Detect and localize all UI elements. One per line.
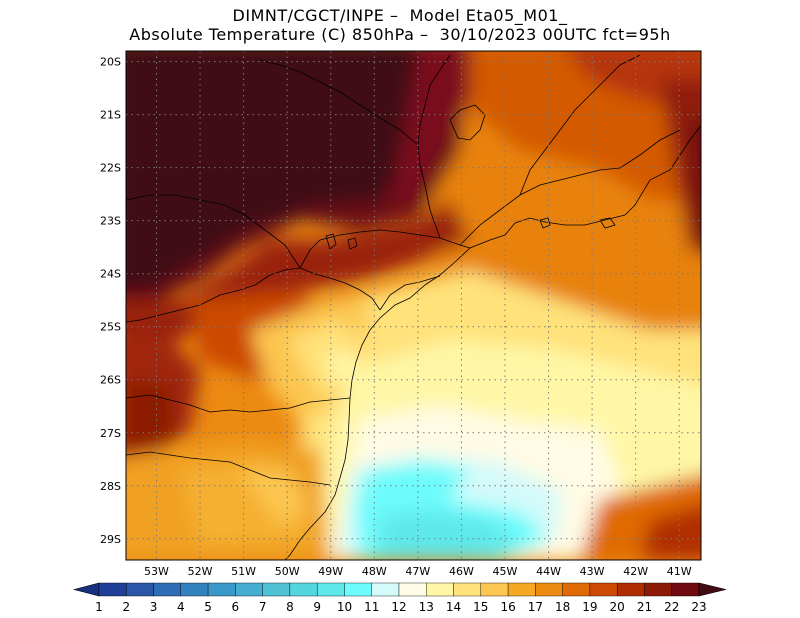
colorbar-label: 11 xyxy=(364,600,379,614)
colorbar-label: 15 xyxy=(473,600,488,614)
lat-label: 22S xyxy=(100,162,121,175)
colorbar-label: 17 xyxy=(528,600,543,614)
colorbar-label: 1 xyxy=(95,600,103,614)
colorbar-label: 7 xyxy=(259,600,267,614)
colorbar-swatch xyxy=(644,582,672,597)
colorbar-swatch xyxy=(126,582,154,597)
colorbar-label: 3 xyxy=(150,600,158,614)
lat-label: 25S xyxy=(100,321,121,334)
colorbar-label: 14 xyxy=(446,600,461,614)
colorbar-label: 6 xyxy=(232,600,240,614)
lon-label: 44W xyxy=(536,565,561,578)
colorbar-label: 5 xyxy=(204,600,212,614)
map-title-line2: Absolute Temperature (C) 850hPa – 30/10/… xyxy=(129,25,671,44)
temperature-field xyxy=(126,51,701,560)
colorbar-swatch xyxy=(289,582,318,597)
longitude-labels: 53W 52W 51W 50W 49W 48W 47W 46W 45W 44W 43W 42W 41W xyxy=(144,565,692,578)
lat-label: 27S xyxy=(100,427,121,440)
colorbar-swatch xyxy=(235,582,263,597)
lon-label: 41W xyxy=(667,565,692,578)
lat-label: 28S xyxy=(100,480,121,493)
colorbar-swatch xyxy=(535,582,563,597)
colorbar-label: 4 xyxy=(177,600,185,614)
colorbar-swatch xyxy=(507,582,536,597)
colorbar-swatch xyxy=(480,582,509,597)
colorbar-swatch xyxy=(207,582,236,597)
colorbar-swatch xyxy=(589,582,618,597)
colorbar-label: 8 xyxy=(286,600,294,614)
colorbar-label: 12 xyxy=(391,600,406,614)
lon-label: 42W xyxy=(623,565,648,578)
colorbar-label: 10 xyxy=(337,600,352,614)
colorbar-swatch xyxy=(98,582,127,597)
lon-label: 46W xyxy=(449,565,474,578)
lon-label: 45W xyxy=(493,565,518,578)
colorbar-arrow-left xyxy=(72,582,100,597)
colorbar-label: 16 xyxy=(500,600,515,614)
lon-label: 43W xyxy=(580,565,605,578)
colorbar-swatch xyxy=(344,582,372,597)
lon-label: 53W xyxy=(144,565,169,578)
colorbar-swatch xyxy=(398,582,427,597)
lat-label: 24S xyxy=(100,268,121,281)
colorbar-label: 22 xyxy=(664,600,679,614)
colorbar-label: 23 xyxy=(691,600,706,614)
colorbar-swatch xyxy=(316,582,345,597)
lon-label: 47W xyxy=(405,565,430,578)
lat-label: 23S xyxy=(100,215,121,228)
colorbar: 1 2 3 4 5 6 7 8 9 10 11 12 13 14 15 16 17 18 19 20 21 22 23 xyxy=(72,582,727,614)
colorbar-swatch xyxy=(616,582,645,597)
colorbar-label: 13 xyxy=(419,600,434,614)
map-title-line1: DIMNT/CGCT/INPE – Model Eta05_M01_ xyxy=(232,6,568,25)
colorbar-swatch xyxy=(371,582,400,597)
map-frame xyxy=(125,50,702,561)
lat-label: 29S xyxy=(100,533,121,546)
latitude-labels: 20S 21S 22S 23S 24S 25S 26S 27S 28S 29S xyxy=(100,56,121,546)
colorbar-swatch xyxy=(262,582,291,597)
colorbar-swatch xyxy=(562,582,591,597)
colorbar-swatch xyxy=(180,582,209,597)
colorbar-swatch xyxy=(426,582,454,597)
coastline xyxy=(284,124,701,560)
lat-label: 20S xyxy=(100,56,121,69)
colorbar-label: 2 xyxy=(122,600,130,614)
colorbar-swatch xyxy=(153,582,182,597)
colorbar-swatch xyxy=(671,582,700,597)
colorbar-arrow-right xyxy=(698,582,727,597)
lon-label: 50W xyxy=(275,565,300,578)
colorbar-label: 20 xyxy=(610,600,625,614)
colorbar-label: 19 xyxy=(582,600,597,614)
colorbar-label: 21 xyxy=(637,600,652,614)
colorbar-swatch xyxy=(453,582,482,597)
colorbar-label: 18 xyxy=(555,600,570,614)
boundary-lines xyxy=(126,54,701,560)
lat-label: 21S xyxy=(100,109,121,122)
colorbar-label: 9 xyxy=(313,600,321,614)
graticule xyxy=(126,51,701,560)
lon-label: 48W xyxy=(362,565,387,578)
lon-label: 52W xyxy=(188,565,213,578)
lat-label: 26S xyxy=(100,374,121,387)
lon-label: 49W xyxy=(318,565,343,578)
lon-label: 51W xyxy=(231,565,256,578)
